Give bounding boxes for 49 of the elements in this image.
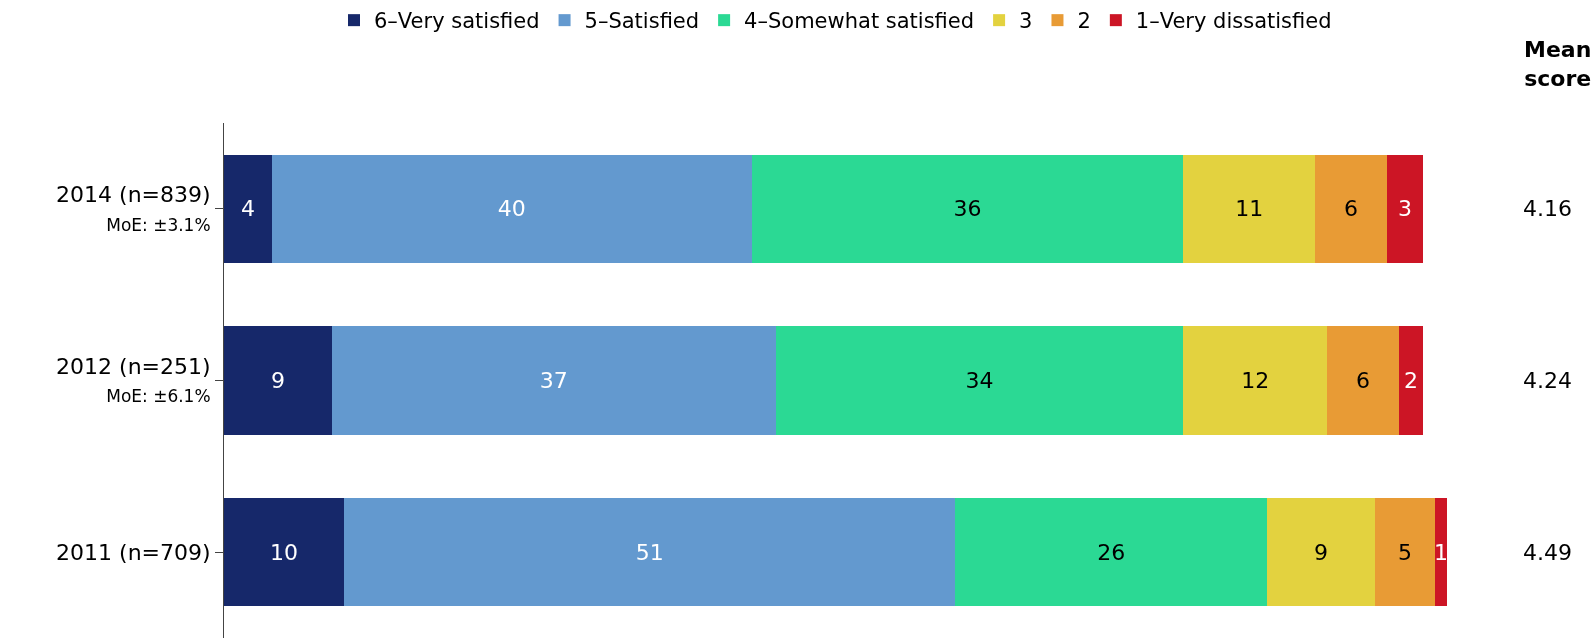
data-label: 3 [1398, 196, 1413, 222]
bar [1375, 498, 1436, 607]
legend-label: 1–Very dissatisfied [1135, 9, 1332, 34]
bar [224, 154, 272, 263]
bar [1435, 498, 1447, 607]
data-label: 6 [1356, 368, 1371, 394]
data-label: 51 [635, 539, 664, 565]
bar [1267, 498, 1376, 607]
bar [1399, 326, 1424, 435]
bar [751, 154, 1184, 263]
bar [775, 326, 1184, 435]
legend-label: 6–Very satisfied [374, 9, 540, 34]
bar [1327, 326, 1400, 435]
bar [224, 498, 344, 607]
data-label: 34 [965, 368, 994, 394]
data-label: 2 [1404, 368, 1419, 394]
bar [343, 498, 956, 607]
y-tick-label: 2012 (n=251) MoE: ±6.1% [56, 353, 211, 407]
legend-label: 2 [1077, 9, 1091, 34]
data-label: 26 [1097, 539, 1126, 565]
data-label: 12 [1241, 368, 1270, 394]
data-label: 37 [539, 368, 568, 394]
data-label: 6 [1344, 196, 1359, 222]
bar [955, 498, 1268, 607]
legend-label: 5–Satisfied [584, 9, 700, 34]
data-label: 4 [240, 196, 255, 222]
bar [1315, 154, 1388, 263]
y-tick-label: 2011 (n=709) [56, 539, 211, 565]
data-label: 40 [497, 196, 526, 222]
data-label: 1 [1434, 539, 1449, 565]
bar [1183, 154, 1316, 263]
data-label: 36 [953, 196, 982, 222]
text: Mean score [1524, 37, 1592, 91]
bar [224, 326, 332, 435]
legend-label: 3 [1019, 9, 1033, 34]
text: 4.24 [1523, 368, 1572, 393]
text: 4.49 [1523, 540, 1572, 565]
data-label: 9 [270, 368, 285, 394]
text: 4.16 [1523, 196, 1572, 221]
data-label: 11 [1235, 196, 1264, 222]
bar [271, 154, 752, 263]
legend-label: 4–Somewhat satisfied [744, 9, 975, 34]
data-label: 5 [1398, 539, 1413, 565]
bar [1387, 154, 1424, 263]
bar [1183, 326, 1328, 435]
data-label: 9 [1314, 539, 1329, 565]
y-tick-label: 2014 (n=839) MoE: ±3.1% [56, 182, 211, 235]
bar [331, 326, 776, 435]
data-label: 10 [269, 539, 298, 565]
